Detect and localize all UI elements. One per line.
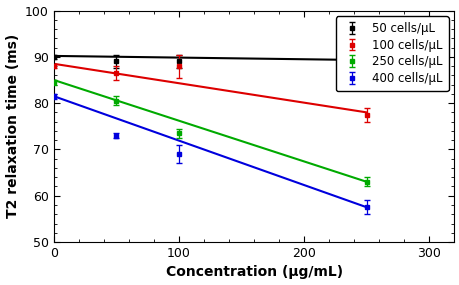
X-axis label: Concentration (μg/mL): Concentration (μg/mL)	[165, 265, 342, 280]
Y-axis label: T2 relaxation time (ms): T2 relaxation time (ms)	[6, 34, 20, 218]
Legend: 50 cells/μL, 100 cells/μL, 250 cells/μL, 400 cells/μL: 50 cells/μL, 100 cells/μL, 250 cells/μL,…	[335, 17, 448, 91]
